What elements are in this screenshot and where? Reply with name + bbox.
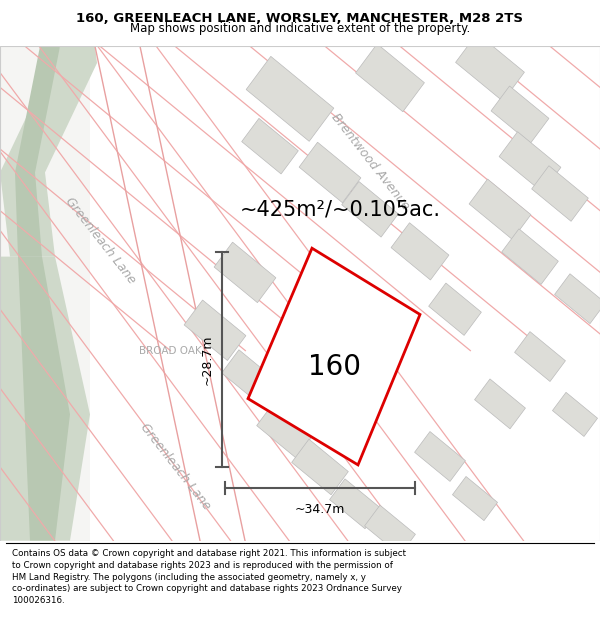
Polygon shape — [554, 274, 600, 324]
Polygon shape — [475, 379, 526, 429]
Polygon shape — [299, 142, 361, 202]
Polygon shape — [515, 332, 565, 381]
Polygon shape — [365, 505, 415, 555]
Text: 160, GREENLEACH LANE, WORSLEY, MANCHESTER, M28 2TS: 160, GREENLEACH LANE, WORSLEY, MANCHESTE… — [77, 11, 523, 24]
Polygon shape — [532, 166, 589, 221]
Polygon shape — [553, 392, 598, 436]
Text: ~28.7m: ~28.7m — [201, 334, 214, 385]
Polygon shape — [248, 248, 420, 465]
Text: Contains OS data © Crown copyright and database right 2021. This information is : Contains OS data © Crown copyright and d… — [12, 549, 406, 605]
Polygon shape — [329, 479, 380, 529]
Text: 160: 160 — [308, 353, 361, 381]
Polygon shape — [0, 257, 90, 541]
Polygon shape — [246, 56, 334, 141]
Polygon shape — [502, 229, 559, 284]
Polygon shape — [415, 431, 466, 481]
Polygon shape — [242, 118, 298, 174]
Text: ~425m²/~0.105ac.: ~425m²/~0.105ac. — [239, 199, 440, 219]
Polygon shape — [221, 350, 278, 406]
Polygon shape — [184, 300, 246, 361]
Polygon shape — [428, 283, 481, 336]
Polygon shape — [257, 402, 313, 458]
Text: ~34.7m: ~34.7m — [295, 503, 345, 516]
Text: Map shows position and indicative extent of the property.: Map shows position and indicative extent… — [130, 22, 470, 34]
Polygon shape — [0, 46, 105, 257]
Polygon shape — [214, 242, 276, 302]
Polygon shape — [356, 44, 424, 112]
Polygon shape — [341, 181, 398, 237]
Polygon shape — [455, 33, 524, 101]
Text: Brentwood Avenue: Brentwood Avenue — [328, 111, 412, 212]
Polygon shape — [391, 222, 449, 280]
Polygon shape — [18, 257, 70, 541]
Polygon shape — [15, 46, 60, 257]
Polygon shape — [452, 476, 497, 521]
Text: Greenleach Lane: Greenleach Lane — [137, 421, 213, 512]
Polygon shape — [0, 46, 90, 551]
Polygon shape — [469, 179, 531, 239]
Text: BROAD OAK: BROAD OAK — [139, 346, 202, 356]
Polygon shape — [499, 132, 561, 192]
Polygon shape — [95, 46, 200, 541]
Polygon shape — [491, 86, 549, 143]
Polygon shape — [292, 439, 349, 495]
Text: Greenleach Lane: Greenleach Lane — [62, 195, 138, 287]
